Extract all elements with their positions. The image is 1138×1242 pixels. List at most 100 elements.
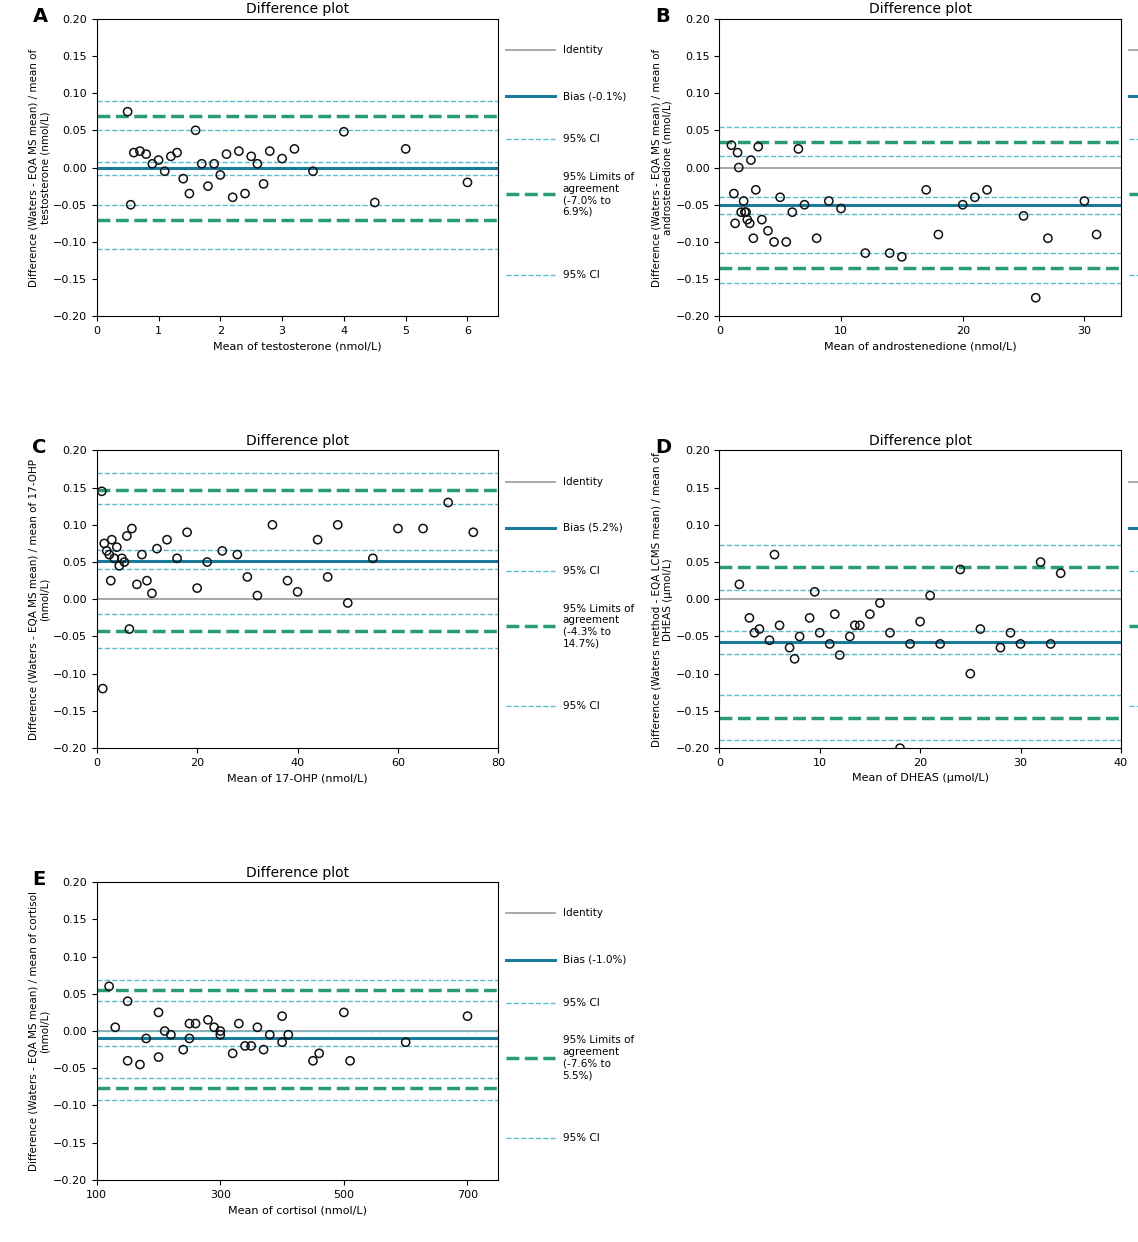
- Text: 95% Limits of
agreement
(-4.3% to
14.7%): 95% Limits of agreement (-4.3% to 14.7%): [562, 604, 634, 648]
- Text: 95% CI: 95% CI: [562, 702, 600, 712]
- Point: [737, 202, 756, 222]
- Point: [341, 1051, 360, 1071]
- Text: Identity: Identity: [562, 477, 603, 487]
- Point: [808, 229, 826, 248]
- Point: [329, 515, 347, 535]
- Point: [892, 247, 910, 267]
- Point: [912, 611, 930, 631]
- X-axis label: Mean of 17-OHP (nmol/L): Mean of 17-OHP (nmol/L): [228, 774, 368, 784]
- Point: [263, 515, 281, 535]
- Point: [100, 545, 118, 565]
- Text: E: E: [33, 871, 46, 889]
- Point: [795, 195, 814, 215]
- Point: [96, 534, 114, 554]
- Point: [800, 607, 818, 627]
- Point: [248, 154, 266, 174]
- Point: [180, 1013, 198, 1033]
- Point: [725, 184, 743, 204]
- Point: [143, 584, 162, 604]
- Point: [229, 545, 247, 565]
- Point: [728, 143, 747, 163]
- Point: [310, 1043, 328, 1063]
- Point: [205, 1017, 223, 1037]
- Point: [162, 1025, 180, 1045]
- Point: [123, 519, 141, 539]
- Point: [951, 560, 970, 580]
- Point: [742, 150, 760, 170]
- Point: [723, 135, 741, 155]
- Point: [180, 184, 198, 204]
- Y-axis label: Difference (Waters - EQA MS mean) / mean of
androstenedione (nmol/L): Difference (Waters - EQA MS mean) / mean…: [651, 48, 673, 287]
- Point: [766, 545, 784, 565]
- Point: [726, 214, 744, 233]
- Y-axis label: Difference (Waters - EQA MS mean) / mean of 17-OHP
(nmol/L): Difference (Waters - EQA MS mean) / mean…: [28, 458, 50, 740]
- Point: [851, 615, 869, 635]
- Point: [255, 174, 273, 194]
- Title: Difference plot: Difference plot: [868, 433, 972, 448]
- Point: [1041, 633, 1059, 653]
- Point: [198, 553, 216, 573]
- Point: [93, 678, 112, 698]
- Text: 95% CI: 95% CI: [562, 270, 600, 279]
- Text: Bias (-1.0%): Bias (-1.0%): [562, 955, 626, 965]
- Point: [810, 622, 828, 642]
- Point: [187, 120, 205, 140]
- Point: [242, 1036, 261, 1056]
- Point: [304, 161, 322, 181]
- Point: [156, 1021, 174, 1041]
- Point: [1039, 229, 1057, 248]
- Text: Bias (-0.1%): Bias (-0.1%): [562, 91, 626, 101]
- Point: [138, 571, 156, 591]
- Point: [785, 648, 803, 668]
- Point: [806, 582, 824, 602]
- Point: [741, 214, 759, 233]
- Point: [279, 571, 297, 591]
- Text: B: B: [655, 6, 670, 26]
- Point: [178, 523, 196, 543]
- Point: [286, 139, 304, 159]
- Point: [881, 243, 899, 263]
- Point: [125, 143, 143, 163]
- Point: [180, 1028, 198, 1048]
- Point: [273, 1032, 291, 1052]
- Point: [731, 575, 749, 595]
- Point: [188, 579, 206, 599]
- Point: [131, 1054, 149, 1074]
- Point: [750, 619, 768, 638]
- Point: [966, 188, 984, 207]
- Point: [174, 169, 192, 189]
- Point: [115, 553, 133, 573]
- Point: [736, 202, 754, 222]
- Point: [739, 210, 757, 230]
- Point: [881, 622, 899, 642]
- Title: Difference plot: Difference plot: [868, 2, 972, 16]
- Point: [459, 173, 477, 193]
- Point: [212, 1021, 230, 1041]
- X-axis label: Mean of androstenedione (nmol/L): Mean of androstenedione (nmol/L): [824, 342, 1016, 351]
- Point: [238, 568, 256, 587]
- Text: 95% Limits of
agreement
(-7.0% to
6.9%): 95% Limits of agreement (-7.0% to 6.9%): [562, 171, 634, 216]
- Point: [308, 530, 327, 550]
- Point: [255, 1040, 273, 1059]
- Point: [102, 530, 121, 550]
- Point: [261, 142, 279, 161]
- Point: [106, 1017, 124, 1037]
- Point: [236, 184, 254, 204]
- Point: [747, 180, 765, 200]
- Point: [772, 188, 790, 207]
- Point: [187, 1013, 205, 1033]
- Text: 95% Limits of
agreement
(-7.6% to
5.5%): 95% Limits of agreement (-7.6% to 5.5%): [562, 1036, 634, 1081]
- X-axis label: Mean of cortisol (nmol/L): Mean of cortisol (nmol/L): [228, 1205, 368, 1215]
- Point: [752, 210, 770, 230]
- Point: [770, 615, 789, 635]
- Point: [149, 1047, 167, 1067]
- Point: [230, 142, 248, 161]
- Point: [917, 180, 935, 200]
- Text: 95% CI: 95% CI: [562, 997, 600, 1007]
- Point: [223, 1043, 241, 1063]
- Point: [962, 663, 980, 683]
- Point: [439, 493, 457, 513]
- Point: [1052, 564, 1070, 584]
- Point: [98, 542, 116, 561]
- Point: [248, 1017, 266, 1037]
